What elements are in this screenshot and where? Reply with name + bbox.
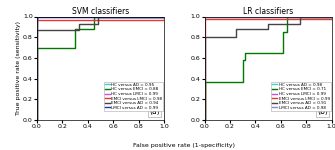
Legend: HC versus AD = 0.98, HC versus EMCI = 0.71, HC versus LMCI = 0.99, EMCI versus L: HC versus AD = 0.98, HC versus EMCI = 0.… xyxy=(271,82,331,111)
Y-axis label: True positive rate (sensitivity): True positive rate (sensitivity) xyxy=(16,21,21,115)
Text: (b): (b) xyxy=(317,107,328,116)
Legend: HC versus AD = 0.95, HC versus EMCI = 0.88, HC versus LMCI = 0.99, EMCI versus L: HC versus AD = 0.95, HC versus EMCI = 0.… xyxy=(104,82,163,111)
Text: False positive rate (1-specificity): False positive rate (1-specificity) xyxy=(133,144,235,148)
Text: (a): (a) xyxy=(149,107,160,116)
Title: LR classifiers: LR classifiers xyxy=(243,7,293,16)
Title: SVM classifiers: SVM classifiers xyxy=(72,7,129,16)
